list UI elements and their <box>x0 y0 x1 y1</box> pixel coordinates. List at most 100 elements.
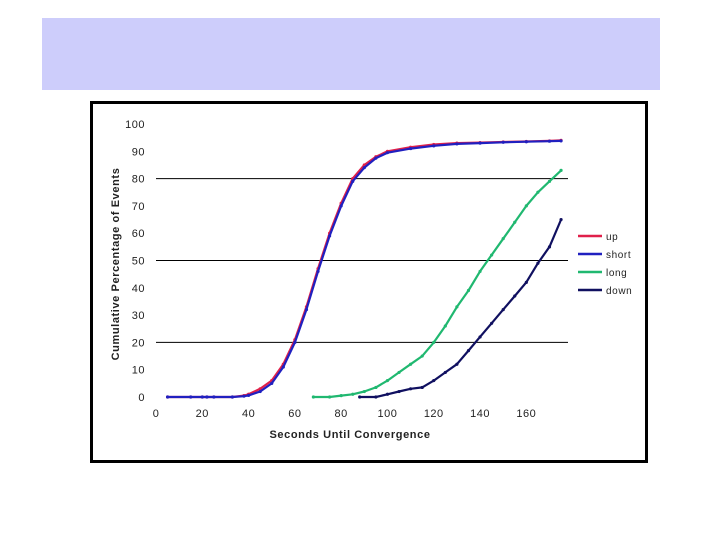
y-tick-label: 0 <box>138 392 145 404</box>
data-point-down <box>455 362 459 366</box>
data-point-long <box>385 379 390 383</box>
data-point-down <box>443 370 447 375</box>
data-point-short <box>351 179 355 183</box>
data-point-long <box>513 220 517 224</box>
legend-label-short: short <box>606 250 631 261</box>
y-tick-label: 50 <box>132 256 145 268</box>
data-point-long <box>432 340 436 344</box>
data-point-long <box>490 253 494 257</box>
data-point-long <box>524 204 528 208</box>
data-point-long <box>478 269 482 274</box>
data-point-long <box>420 354 424 358</box>
series-line-long <box>313 169 562 399</box>
data-point-down <box>501 308 505 312</box>
y-tick-label: 10 <box>132 365 145 377</box>
legend-label-up: up <box>606 232 618 243</box>
data-point-down <box>559 217 563 222</box>
legend-label-down: down <box>606 286 632 297</box>
data-point-down <box>478 335 482 339</box>
data-point-short <box>524 140 528 144</box>
data-point-long <box>536 190 540 194</box>
chart-svg: 0 10 20 30 40 50 60 70 80 90 100 0 20 40 60 80 100 120 14… <box>110 119 632 441</box>
data-point-short <box>293 340 297 344</box>
data-point-down <box>374 395 378 399</box>
data-point-down <box>385 392 390 396</box>
data-point-long <box>559 168 563 173</box>
data-point-down <box>409 387 413 391</box>
data-point-long <box>455 305 459 309</box>
data-point-short <box>281 365 285 369</box>
x-tick-label: 40 <box>242 408 255 420</box>
legend-label-long: long <box>606 268 627 279</box>
data-point-short <box>270 381 274 385</box>
y-tick-label: 60 <box>132 228 145 240</box>
data-point-short <box>559 139 563 143</box>
data-point-short <box>304 308 309 312</box>
data-point-short <box>455 142 459 146</box>
y-axis-label: Cumulative Percentage of Events <box>110 168 122 361</box>
x-tick-label: 120 <box>424 408 444 420</box>
data-point-short <box>339 204 343 208</box>
data-point-long <box>466 288 471 293</box>
series-line-down <box>359 219 563 399</box>
y-axis-ticks: 0 10 20 30 40 50 60 70 80 90 100 <box>125 119 145 404</box>
data-point-short <box>374 156 378 160</box>
data-point-down <box>490 321 494 325</box>
data-point-short <box>501 140 505 144</box>
data-point-short <box>246 393 251 397</box>
data-point-short <box>432 144 436 148</box>
data-point-short <box>316 269 320 274</box>
data-point-down <box>524 280 528 284</box>
data-point-down <box>536 261 540 265</box>
data-point-long <box>374 385 378 390</box>
data-point-long <box>501 237 505 241</box>
title-banner <box>42 18 660 90</box>
x-tick-label: 60 <box>288 408 301 420</box>
y-tick-label: 40 <box>132 283 145 295</box>
data-point-down <box>358 395 362 399</box>
y-tick-label: 20 <box>132 337 145 349</box>
x-tick-label: 0 <box>153 408 160 420</box>
x-axis-ticks: 0 20 40 60 80 100 120 140 160 <box>153 408 536 420</box>
y-tick-label: 100 <box>125 119 145 131</box>
data-point-short <box>362 166 366 170</box>
data-point-long <box>311 395 315 399</box>
x-axis-label: Seconds Until Convergence <box>269 429 430 441</box>
data-point-long <box>397 370 401 375</box>
data-point-short <box>242 394 246 398</box>
x-tick-label: 160 <box>516 408 536 420</box>
y-tick-label: 90 <box>132 146 145 158</box>
data-point-short <box>212 395 216 399</box>
data-point-short <box>189 395 193 399</box>
x-tick-label: 20 <box>196 408 209 420</box>
data-point-down <box>513 294 517 298</box>
data-point-long <box>339 394 343 398</box>
data-point-short <box>205 395 209 399</box>
data-point-short <box>478 141 482 145</box>
x-tick-label: 100 <box>378 408 398 420</box>
data-point-short <box>327 234 332 238</box>
x-tick-label: 140 <box>470 408 490 420</box>
series-line-short <box>167 139 562 399</box>
data-point-down <box>432 379 436 383</box>
data-point-short <box>200 395 204 399</box>
data-point-long <box>409 362 413 366</box>
data-point-short <box>165 395 170 399</box>
y-tick-label: 80 <box>132 174 145 186</box>
series-lines <box>165 138 563 399</box>
gridlines <box>156 178 568 343</box>
data-point-long <box>443 324 447 328</box>
data-point-short <box>409 146 413 151</box>
data-point-down <box>547 245 552 249</box>
x-tick-label: 80 <box>335 408 348 420</box>
data-point-short <box>385 151 390 155</box>
data-point-long <box>327 395 332 399</box>
data-point-down <box>466 348 471 353</box>
data-point-long <box>362 389 366 394</box>
data-point-short <box>258 389 262 394</box>
data-point-down <box>420 385 424 390</box>
data-point-short <box>547 139 552 143</box>
y-tick-label: 30 <box>132 310 145 322</box>
data-point-long <box>547 179 552 183</box>
data-point-up <box>258 387 262 391</box>
